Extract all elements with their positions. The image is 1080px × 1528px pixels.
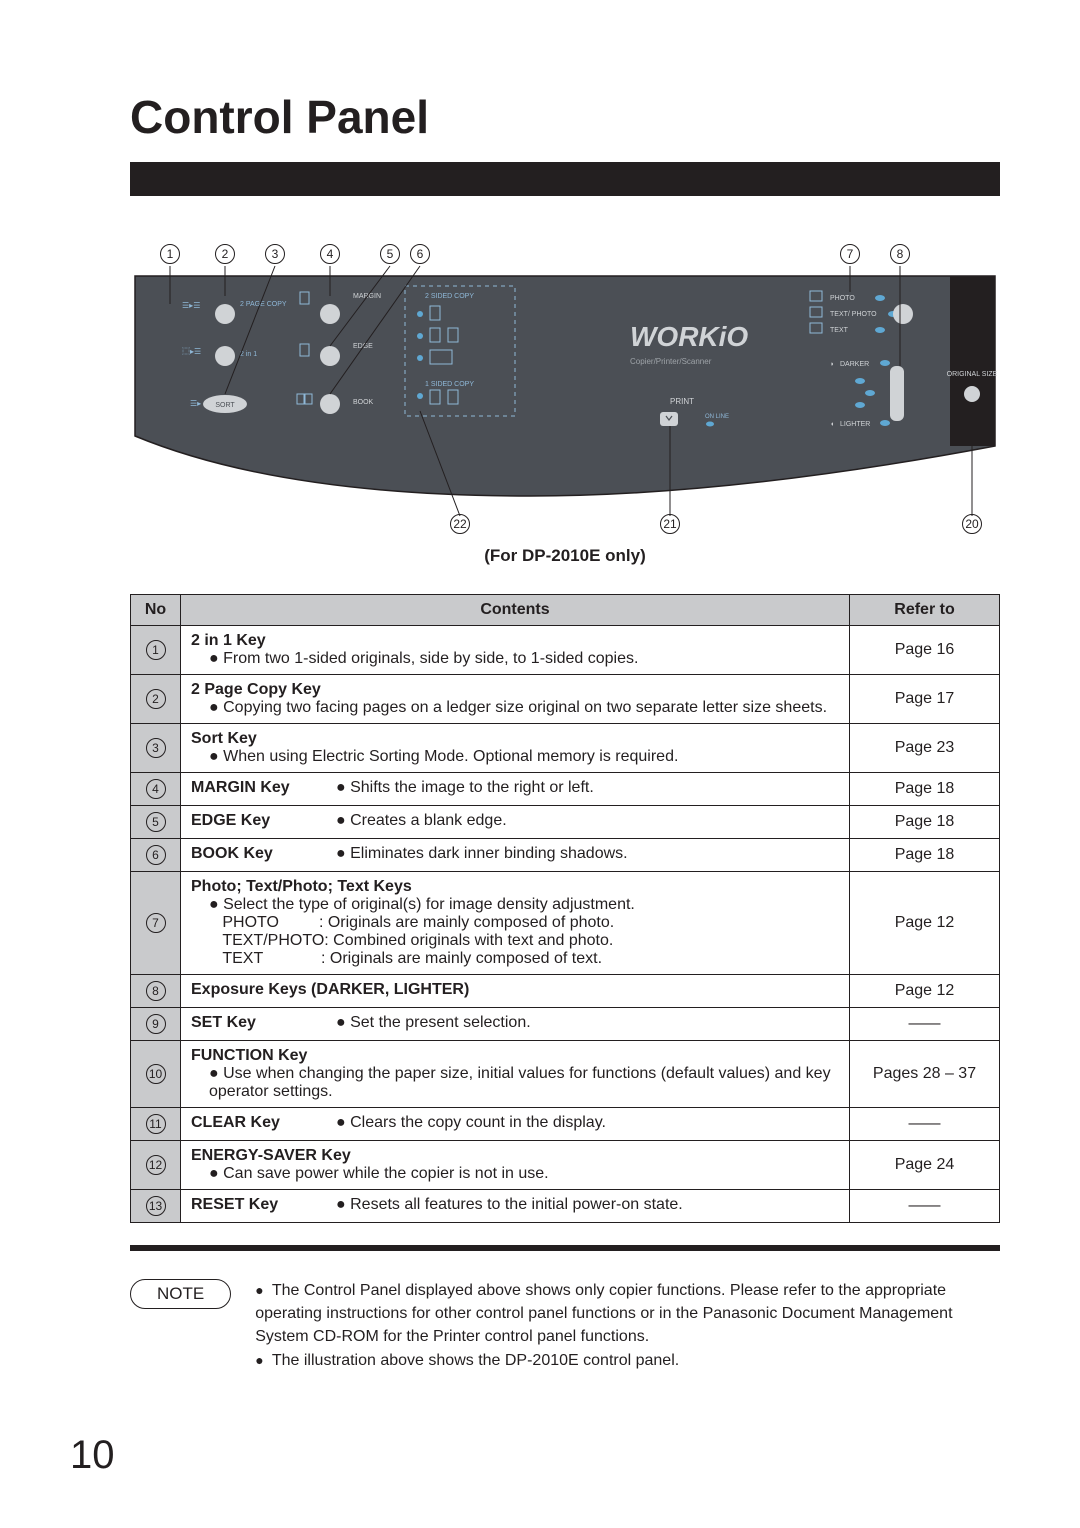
row-contents: Exposure Keys (DARKER, LIGHTER) [181, 975, 850, 1008]
row-num: 9 [131, 1008, 181, 1041]
note-section: NOTE ● The Control Panel displayed above… [130, 1279, 1000, 1372]
row-contents: RESET Key● Resets all features to the in… [181, 1190, 850, 1223]
callout-3: 3 [265, 244, 285, 264]
svg-text:WORKiO: WORKiO [630, 321, 748, 352]
callout-22: 22 [450, 514, 470, 534]
row-ref: Page 12 [850, 975, 1000, 1008]
row-ref: Page 17 [850, 675, 1000, 724]
row-ref: Page 16 [850, 626, 1000, 675]
svg-text:☰▸: ☰▸ [190, 399, 201, 408]
svg-text:ON LINE: ON LINE [705, 414, 729, 420]
row-num: 12 [131, 1141, 181, 1190]
row-num: 11 [131, 1108, 181, 1141]
col-contents: Contents [181, 595, 850, 626]
row-ref: Page 18 [850, 839, 1000, 872]
row-ref: Pages 28 – 37 [850, 1041, 1000, 1108]
col-refer: Refer to [850, 595, 1000, 626]
row-contents: SET Key● Set the present selection. [181, 1008, 850, 1041]
callout-6: 6 [410, 244, 430, 264]
svg-text:2 in 1: 2 in 1 [240, 351, 257, 358]
row-ref: —— [850, 1190, 1000, 1223]
row-num: 1 [131, 626, 181, 675]
row-contents: MARGIN Key● Shifts the image to the righ… [181, 773, 850, 806]
row-contents: CLEAR Key● Clears the copy count in the … [181, 1108, 850, 1141]
svg-text:⿴▸☰: ⿴▸☰ [182, 347, 201, 356]
svg-text:BOOK: BOOK [353, 399, 374, 406]
row-num: 3 [131, 724, 181, 773]
row-ref: Page 12 [850, 872, 1000, 975]
callout-8: 8 [890, 244, 910, 264]
svg-text:PRINT: PRINT [670, 397, 694, 406]
svg-text:Copier/Printer/Scanner: Copier/Printer/Scanner [630, 357, 712, 366]
row-contents: Photo; Text/Photo; Text Keys● Select the… [181, 872, 850, 975]
page-title: Control Panel [130, 90, 1000, 144]
row-contents: ENERGY-SAVER Key● Can save power while t… [181, 1141, 850, 1190]
row-num: 2 [131, 675, 181, 724]
callout-1: 1 [160, 244, 180, 264]
control-panel-illustration: ORIGINAL SIZE ☰▸☰ 2 PAGE COPY ⿴▸☰ 2 in 1… [130, 236, 1000, 536]
row-num: 13 [131, 1190, 181, 1223]
callout-2: 2 [215, 244, 235, 264]
svg-text:DARKER: DARKER [840, 361, 869, 368]
row-num: 10 [131, 1041, 181, 1108]
panel-svg: ORIGINAL SIZE ☰▸☰ 2 PAGE COPY ⿴▸☰ 2 in 1… [130, 236, 1000, 536]
row-contents: EDGE Key● Creates a blank edge. [181, 806, 850, 839]
title-bar [130, 162, 1000, 196]
svg-text:2 PAGE COPY: 2 PAGE COPY [240, 301, 287, 308]
note-label: NOTE [130, 1279, 231, 1309]
note-text: ● The Control Panel displayed above show… [255, 1279, 1000, 1372]
svg-text:TEXT/ PHOTO: TEXT/ PHOTO [830, 311, 877, 318]
row-ref: —— [850, 1008, 1000, 1041]
row-num: 8 [131, 975, 181, 1008]
row-ref: Page 18 [850, 806, 1000, 839]
row-ref: —— [850, 1108, 1000, 1141]
row-contents: 2 Page Copy Key● Copying two facing page… [181, 675, 850, 724]
callout-5: 5 [380, 244, 400, 264]
row-ref: Page 23 [850, 724, 1000, 773]
svg-text:2 SIDED COPY: 2 SIDED COPY [425, 293, 474, 300]
row-contents: BOOK Key● Eliminates dark inner binding … [181, 839, 850, 872]
svg-text:SORT: SORT [215, 402, 235, 409]
page-number: 10 [70, 1433, 115, 1478]
illustration-caption: (For DP-2010E only) [130, 546, 1000, 566]
separator-rule [130, 1245, 1000, 1251]
svg-text:PHOTO: PHOTO [830, 295, 855, 302]
row-num: 4 [131, 773, 181, 806]
callout-4: 4 [320, 244, 340, 264]
col-no: No [131, 595, 181, 626]
svg-text:☰▸☰: ☰▸☰ [182, 301, 200, 310]
row-num: 6 [131, 839, 181, 872]
svg-text:TEXT: TEXT [830, 327, 849, 334]
svg-text:ORIGINAL SIZE: ORIGINAL SIZE [947, 371, 998, 378]
callout-20: 20 [962, 514, 982, 534]
callout-21: 21 [660, 514, 680, 534]
row-contents: FUNCTION Key● Use when changing the pape… [181, 1041, 850, 1108]
svg-text:◗: ◗ [830, 361, 834, 368]
callout-7: 7 [840, 244, 860, 264]
spec-table: No Contents Refer to 12 in 1 Key● From t… [130, 594, 1000, 1223]
svg-text:◖: ◖ [830, 421, 834, 428]
row-contents: Sort Key● When using Electric Sorting Mo… [181, 724, 850, 773]
row-ref: Page 24 [850, 1141, 1000, 1190]
svg-text:LIGHTER: LIGHTER [840, 421, 870, 428]
row-ref: Page 18 [850, 773, 1000, 806]
svg-text:1 SIDED COPY: 1 SIDED COPY [425, 381, 474, 388]
row-num: 7 [131, 872, 181, 975]
row-num: 5 [131, 806, 181, 839]
row-contents: 2 in 1 Key● From two 1-sided originals, … [181, 626, 850, 675]
